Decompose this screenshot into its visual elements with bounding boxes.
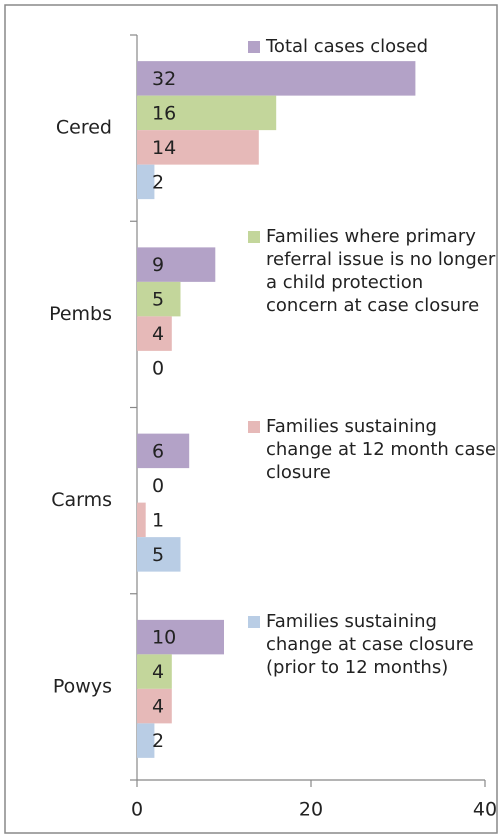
category-label: Cered [56,117,112,139]
data-label: 6 [152,440,164,462]
bar [137,433,190,469]
bar [137,247,216,282]
data-label: 0 [152,475,164,497]
data-label: 16 [152,102,176,124]
data-label: 32 [152,68,176,90]
bar [137,537,181,572]
legend-label: Families where primary referral issue is… [266,226,496,316]
data-label: 4 [152,661,164,683]
data-label: 1 [152,509,164,531]
legend-swatch [248,231,260,243]
data-label: 0 [152,358,164,380]
chart-frame [4,4,498,834]
bar [137,281,181,317]
bar [137,164,155,200]
data-label: 14 [152,137,176,159]
legend-item: Families sustaining change at case closu… [248,610,498,679]
bar [137,502,146,538]
data-label: 5 [152,289,164,311]
bar [137,130,259,165]
data-label: 10 [152,627,176,649]
data-label: 4 [152,323,164,345]
bar [137,316,172,351]
legend-swatch [248,616,260,628]
bar [137,654,172,689]
bar [137,61,416,96]
x-tick-label: 0 [131,799,143,821]
bar [137,723,155,758]
x-tick-label: 40 [473,799,497,821]
data-label: 5 [152,544,164,566]
legend-label: Families sustaining change at 12 month c… [266,416,496,483]
legend-swatch [248,421,260,433]
category-label: Carms [51,489,112,511]
category-label: Pembs [49,303,112,325]
bar [137,95,277,131]
data-label: 9 [152,254,164,276]
legend-label: Families sustaining change at case closu… [266,611,474,678]
legend-item: Families where primary referral issue is… [248,225,498,317]
legend-swatch [248,41,260,53]
data-label: 2 [152,171,164,193]
legend-label: Total cases closed [266,36,429,57]
x-tick-label: 20 [299,799,323,821]
legend-item: Families sustaining change at 12 month c… [248,415,498,484]
category-label: Powys [53,675,112,697]
bar [137,688,172,724]
data-label: 4 [152,696,164,718]
data-label: 2 [152,730,164,752]
bar [137,619,224,655]
legend-item: Total cases closed [248,35,498,58]
